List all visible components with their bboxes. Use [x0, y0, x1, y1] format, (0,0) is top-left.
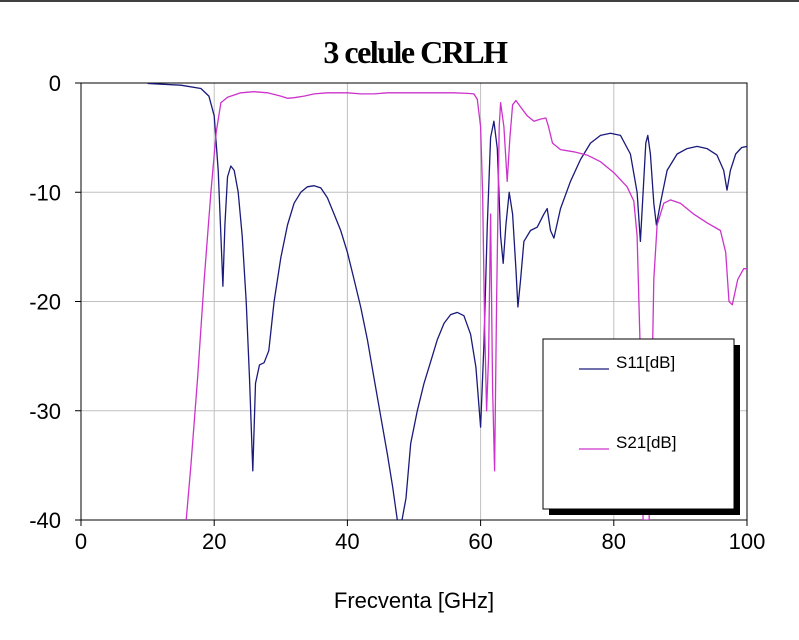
x-tick-label: 80	[602, 529, 626, 554]
y-tick-label: -30	[29, 399, 61, 424]
x-axis-ticks: 0 20 40 60 80 100	[75, 520, 765, 554]
y-tick-label: -20	[29, 290, 61, 315]
series-layer	[147, 83, 747, 520]
legend: S11[dB] S21[dB]	[542, 338, 740, 515]
legend-label-s21-db: S21[dB]	[616, 433, 677, 452]
x-tick-label: 0	[75, 529, 87, 554]
legend-box	[542, 338, 735, 510]
series-line-s11-db	[147, 83, 747, 520]
y-tick-label: -10	[29, 180, 61, 205]
legend-label-s11-db: S11[dB]	[616, 353, 675, 372]
x-tick-label: 20	[202, 529, 226, 554]
x-tick-label: 100	[729, 529, 766, 554]
x-tick-label: 60	[468, 529, 492, 554]
x-axis-label: Frecventa [GHz]	[334, 588, 494, 613]
chart-title: 3 celule CRLH	[323, 34, 508, 70]
series-line-s21-db	[185, 91, 747, 520]
y-tick-label: 0	[49, 71, 61, 96]
x-tick-label: 40	[335, 529, 359, 554]
y-tick-label: -40	[29, 508, 61, 533]
y-axis-ticks: 0 -10 -20 -30 -40	[29, 71, 81, 533]
